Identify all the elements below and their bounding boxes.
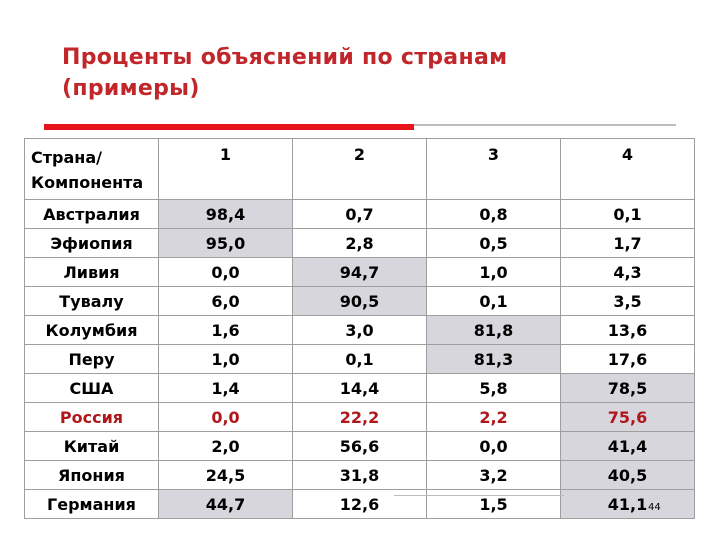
value-cell: 2,2	[426, 402, 561, 432]
country-name-cell: Китай	[24, 431, 159, 461]
value-cell: 13,6	[560, 315, 695, 345]
value-cell: 1,5	[426, 489, 561, 519]
value-cell: 3,5	[560, 286, 695, 316]
value-cell: 24,5	[158, 460, 293, 490]
value-cell: 41,1	[560, 489, 695, 519]
table-row: США 1,4 14,4 5,8 78,5	[24, 373, 695, 403]
country-name-cell: Россия	[24, 402, 159, 432]
value-cell: 1,7	[560, 228, 695, 258]
value-cell: 81,8	[426, 315, 561, 345]
table-row: Китай 2,0 56,6 0,0 41,4	[24, 431, 695, 461]
table-row: Россия 0,0 22,2 2,2 75,6	[24, 402, 695, 432]
value-cell: 0,5	[426, 228, 561, 258]
value-cell: 2,8	[292, 228, 427, 258]
value-cell: 1,0	[426, 257, 561, 287]
table-row: Австралия 98,4 0,7 0,8 0,1	[24, 199, 695, 229]
value-cell: 4,3	[560, 257, 695, 287]
value-cell: 0,0	[158, 257, 293, 287]
country-name-cell: США	[24, 373, 159, 403]
value-cell: 98,4	[158, 199, 293, 229]
country-name-cell: Австралия	[24, 199, 159, 229]
value-cell: 56,6	[292, 431, 427, 461]
value-cell: 31,8	[292, 460, 427, 490]
accent-rule	[44, 124, 414, 130]
table-row: Япония 24,5 31,8 3,2 40,5	[24, 460, 695, 490]
table-row: Ливия 0,0 94,7 1,0 4,3	[24, 257, 695, 287]
value-cell: 95,0	[158, 228, 293, 258]
value-cell: 22,2	[292, 402, 427, 432]
value-cell: 0,1	[560, 199, 695, 229]
table-row: Тувалу 6,0 90,5 0,1 3,5	[24, 286, 695, 316]
value-cell: 0,0	[426, 431, 561, 461]
value-cell: 41,4	[560, 431, 695, 461]
table-row: Германия 44,7 12,6 1,5 41,1	[24, 489, 695, 519]
country-name-cell: Ливия	[24, 257, 159, 287]
value-cell: 1,6	[158, 315, 293, 345]
country-name-cell: Германия	[24, 489, 159, 519]
divider-rule	[414, 124, 676, 126]
value-cell: 17,6	[560, 344, 695, 374]
country-name-cell: Перу	[24, 344, 159, 374]
value-cell: 2,0	[158, 431, 293, 461]
component-header: 4	[560, 138, 695, 200]
value-cell: 6,0	[158, 286, 293, 316]
value-cell: 0,0	[158, 402, 293, 432]
country-name-cell: Колумбия	[24, 315, 159, 345]
value-cell: 78,5	[560, 373, 695, 403]
title-line-1: Проценты объяснений по странам	[62, 45, 508, 70]
value-cell: 0,8	[426, 199, 561, 229]
value-cell: 1,0	[158, 344, 293, 374]
value-cell: 40,5	[560, 460, 695, 490]
table-row: Перу 1,0 0,1 81,3 17,6	[24, 344, 695, 374]
value-cell: 90,5	[292, 286, 427, 316]
value-cell: 0,7	[292, 199, 427, 229]
value-cell: 94,7	[292, 257, 427, 287]
value-cell: 5,8	[426, 373, 561, 403]
component-header: 2	[292, 138, 427, 200]
footer-rule	[394, 495, 564, 496]
component-header: 1	[158, 138, 293, 200]
table-row: Колумбия 1,6 3,0 81,8 13,6	[24, 315, 695, 345]
country-name-cell: Япония	[24, 460, 159, 490]
value-cell: 1,4	[158, 373, 293, 403]
value-cell: 81,3	[426, 344, 561, 374]
country-header: Страна/ Компонента	[24, 138, 159, 200]
value-cell: 12,6	[292, 489, 427, 519]
value-cell: 14,4	[292, 373, 427, 403]
value-cell: 75,6	[560, 402, 695, 432]
value-cell: 3,2	[426, 460, 561, 490]
value-cell: 44,7	[158, 489, 293, 519]
explanation-table: Страна/ Компонента 1 2 3 4 Австралия 98,4…	[24, 138, 695, 519]
country-name-cell: Эфиопия	[24, 228, 159, 258]
slide-title: Проценты объяснений по странам (примеры)	[62, 42, 507, 104]
country-name-cell: Тувалу	[24, 286, 159, 316]
table-header-row: Страна/ Компонента 1 2 3 4	[24, 138, 695, 200]
title-line-2: (примеры)	[62, 76, 200, 101]
value-cell: 0,1	[426, 286, 561, 316]
page-number: 44	[648, 502, 661, 513]
component-header: 3	[426, 138, 561, 200]
value-cell: 3,0	[292, 315, 427, 345]
value-cell: 0,1	[292, 344, 427, 374]
table-row: Эфиопия 95,0 2,8 0,5 1,7	[24, 228, 695, 258]
